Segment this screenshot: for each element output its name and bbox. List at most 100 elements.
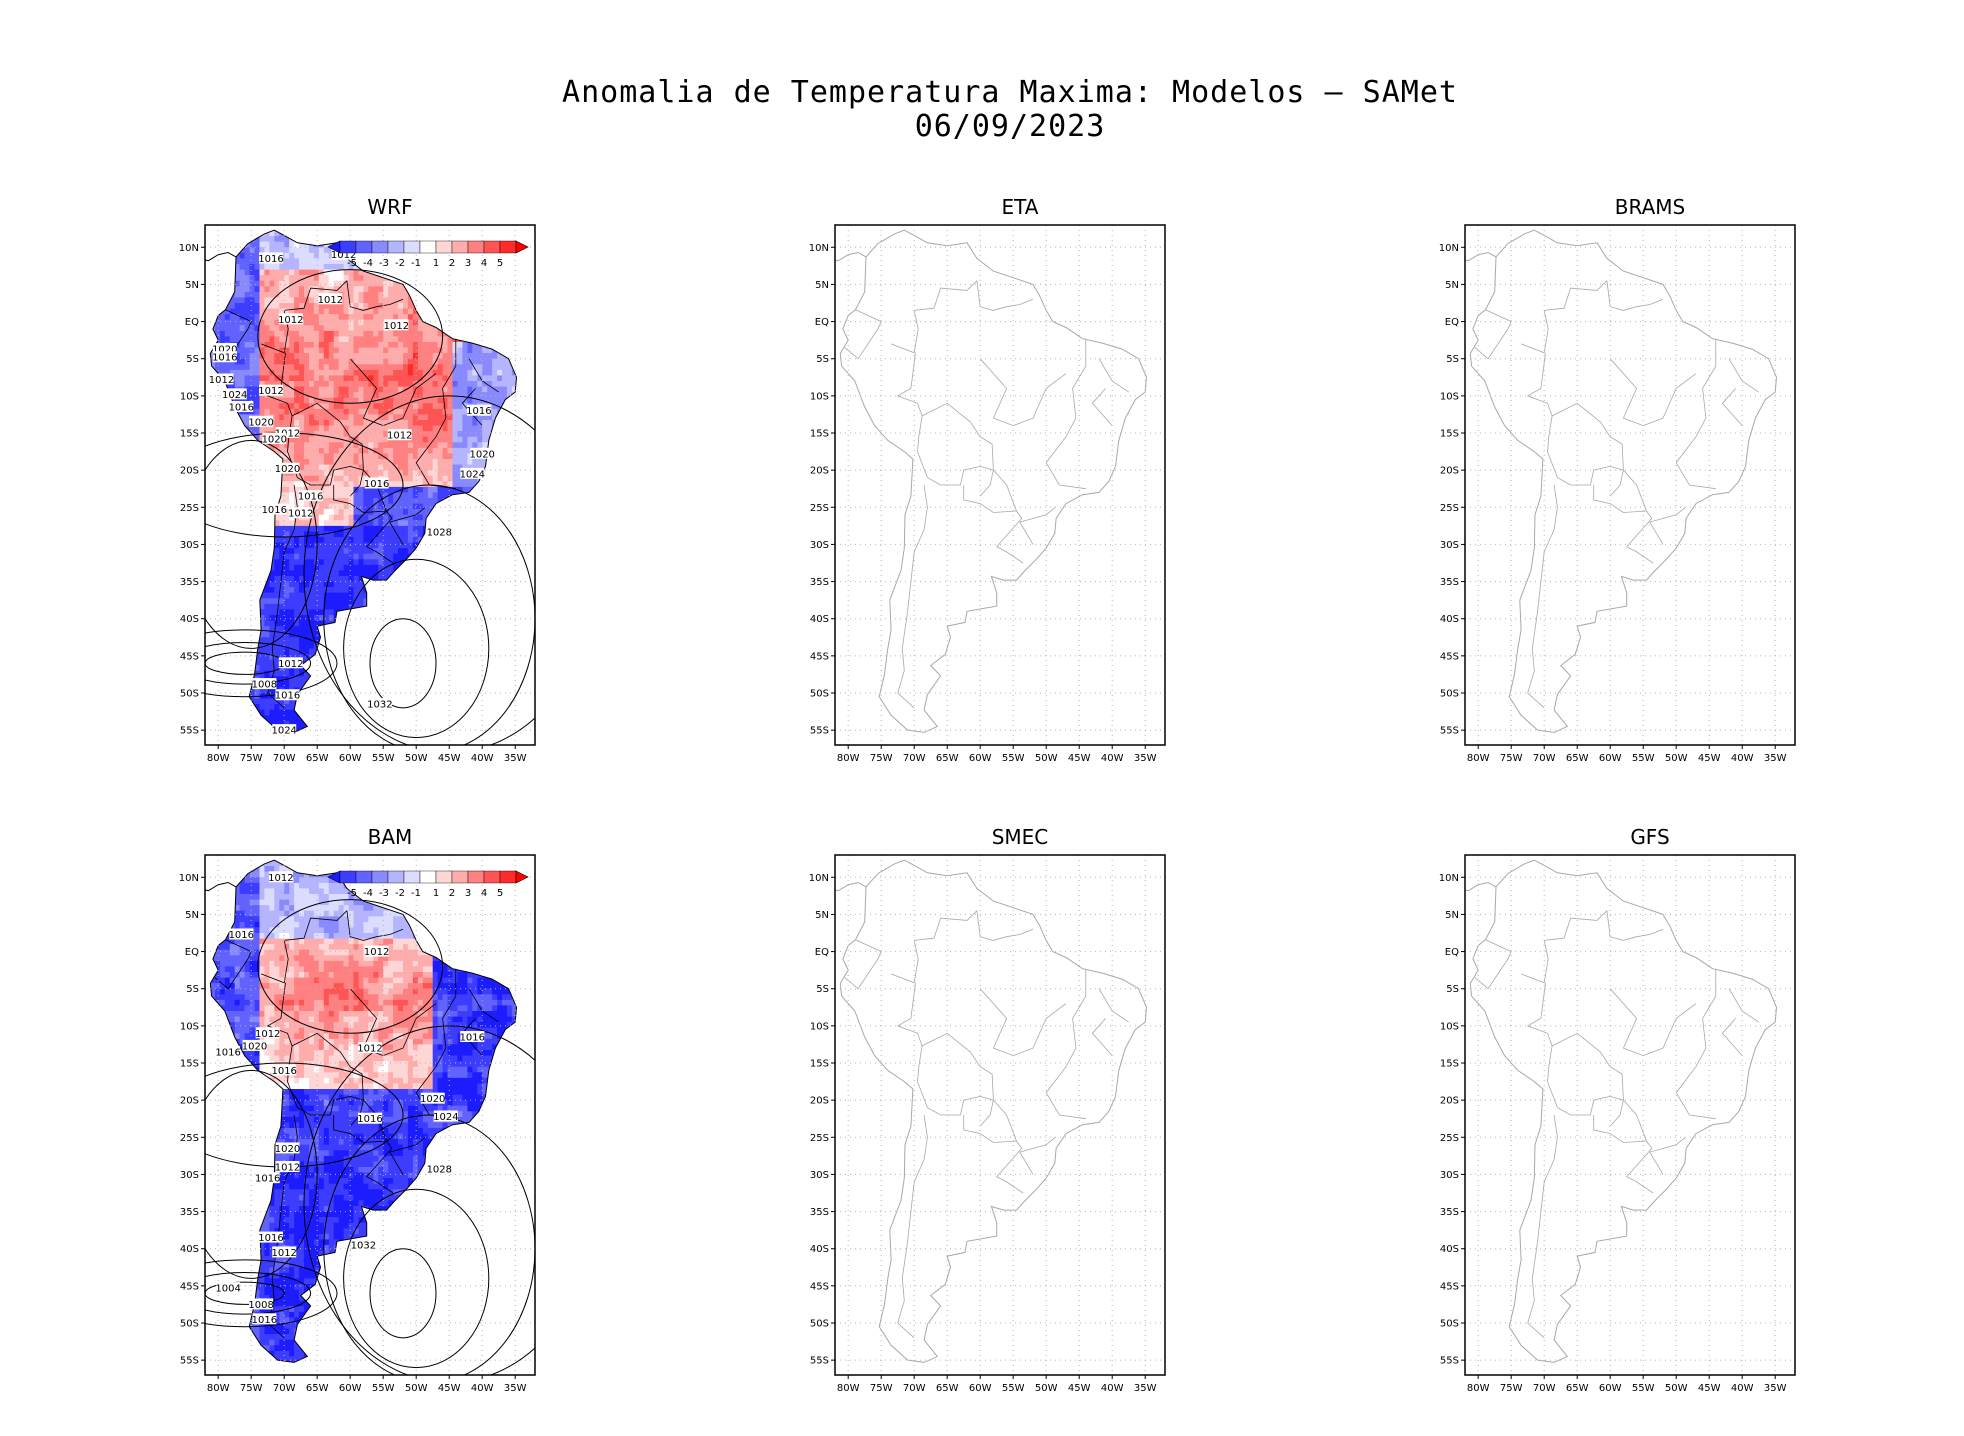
lon-label: 80W — [837, 1383, 860, 1394]
panel-title-bam: BAM — [367, 825, 413, 849]
isobar-label: 1016 — [229, 403, 254, 414]
colorbar-tick-label: 1 — [433, 888, 439, 899]
colorbar-tick-label: -3 — [379, 258, 389, 269]
isobar-label-bg — [318, 293, 343, 305]
isobar-label: 1032 — [351, 1241, 376, 1252]
lat-label: 5N — [185, 280, 199, 291]
isobar — [205, 1281, 285, 1305]
colorbar-tick-label: 3 — [465, 888, 471, 899]
colorbar-tick-label: -2 — [395, 888, 405, 899]
colorbar-tick-label: 2 — [449, 258, 455, 269]
isobar-label: 1020 — [275, 464, 300, 475]
graticule — [835, 855, 1165, 1375]
colorbar-segment — [435, 240, 453, 254]
colorbar-segment — [499, 870, 517, 884]
isobar-label-bg — [364, 945, 389, 957]
colorbar-segment — [403, 240, 421, 254]
lon-label: 40W — [471, 1383, 494, 1394]
lat-label: 30S — [810, 540, 829, 551]
country-border — [963, 1115, 1017, 1143]
lat-label: 50S — [810, 689, 829, 700]
lat-label: 55S — [1440, 726, 1459, 737]
isobar-label-bg — [298, 490, 323, 502]
lat-label: 5S — [186, 984, 199, 995]
country-border — [1045, 968, 1087, 1120]
colorbar-segment — [435, 870, 453, 884]
isobar-label: 1024 — [271, 726, 296, 737]
lat-label: 25S — [810, 503, 829, 514]
isobar-label-bg — [433, 1110, 458, 1122]
country-border — [1721, 388, 1743, 426]
country-border — [897, 484, 928, 709]
lon-label: 60W — [969, 1383, 992, 1394]
lat-label: 25S — [810, 1133, 829, 1144]
country-border — [1526, 352, 1654, 564]
isobar-label-bg — [460, 467, 485, 479]
isobar-label-bg — [275, 427, 300, 438]
lon-label: 60W — [969, 753, 992, 764]
isobar-label-bg — [268, 871, 293, 883]
isobar-label: 1016 — [212, 353, 237, 364]
country-border — [1520, 280, 1608, 354]
central-america-coastline — [205, 251, 237, 262]
lat-label: 5S — [1446, 984, 1459, 995]
graticule — [1465, 855, 1795, 1375]
isobar-label-bg — [387, 429, 412, 441]
isobar-label-bg — [262, 432, 287, 444]
country-border — [1606, 280, 1664, 311]
colorbar-segment — [371, 240, 389, 254]
lon-label: 35W — [1134, 753, 1157, 764]
axes: 10N 5N EQ 5S 10S 15S 20S 25S 30S 35S 40S 45S 50S 55S 8… — [809, 243, 1157, 764]
lon-label: 80W — [207, 1383, 230, 1394]
country-border — [963, 485, 1017, 513]
colorbar-tick-label: 1 — [433, 258, 439, 269]
lat-label: 10N — [1439, 873, 1459, 884]
country-border — [890, 280, 978, 354]
lon-label: 45W — [1698, 753, 1721, 764]
isobar — [257, 269, 444, 404]
lat-label: 15S — [810, 429, 829, 440]
isobar-label: 1012 — [255, 1029, 280, 1040]
figure-date: 06/09/2023 — [914, 109, 1106, 144]
colorbar-segment — [371, 870, 389, 884]
isobar — [369, 618, 437, 709]
country-border — [1019, 1136, 1056, 1175]
lon-label: 50W — [1665, 1383, 1688, 1394]
colorbar-tick-label: -5 — [347, 258, 357, 269]
lon-label: 35W — [504, 753, 527, 764]
country-border — [389, 1136, 426, 1175]
lon-label: 70W — [1533, 753, 1556, 764]
lat-label: EQ — [185, 947, 199, 958]
country-border — [976, 910, 1034, 941]
map-eta: 10N 5N EQ 5S 10S 15S 20S 25S 30S 35S 40S 45S 50S 55S 8… — [809, 224, 1166, 764]
lat-label: 15S — [810, 1059, 829, 1070]
lat-label: EQ — [815, 947, 829, 958]
graticule — [835, 225, 1165, 745]
isobar-label-bg — [216, 1282, 241, 1294]
colorbar-segment — [403, 870, 421, 884]
isobar-labels: 1012101610121012102010161016101210161020… — [215, 871, 485, 1326]
country-border — [917, 1045, 994, 1116]
isobar — [205, 629, 338, 698]
country-border — [260, 280, 348, 354]
lat-label: 50S — [1440, 689, 1459, 700]
lat-label: 25S — [180, 503, 199, 514]
map-smec: 10N 5N EQ 5S 10S 15S 20S 25S 30S 35S 40S 45S 50S 55S 8… — [809, 854, 1166, 1394]
isobar-label-bg — [427, 1163, 452, 1175]
lat-label: 30S — [810, 1170, 829, 1181]
axes: 10N 5N EQ 5S 10S 15S 20S 25S 30S 35S 40S 45S 50S 55S 8… — [809, 873, 1157, 1394]
country-border — [333, 485, 387, 513]
central-america-coastline — [835, 881, 867, 892]
lon-label: 60W — [339, 1383, 362, 1394]
lat-label: 50S — [180, 1319, 199, 1330]
isobar-label-bg — [358, 1042, 382, 1054]
country-border — [1609, 470, 1624, 497]
colorbar-segment — [451, 240, 469, 254]
central-america-coastline — [1465, 881, 1497, 892]
isobar — [257, 899, 444, 1034]
isobar-label-bg — [278, 657, 303, 669]
isobar — [303, 1025, 535, 1375]
lat-label: 35S — [1440, 577, 1459, 588]
lat-label: 40S — [180, 614, 199, 625]
colorbar: -5 -4 -3 -2 -1 1 2 3 4 5 — [327, 240, 529, 269]
